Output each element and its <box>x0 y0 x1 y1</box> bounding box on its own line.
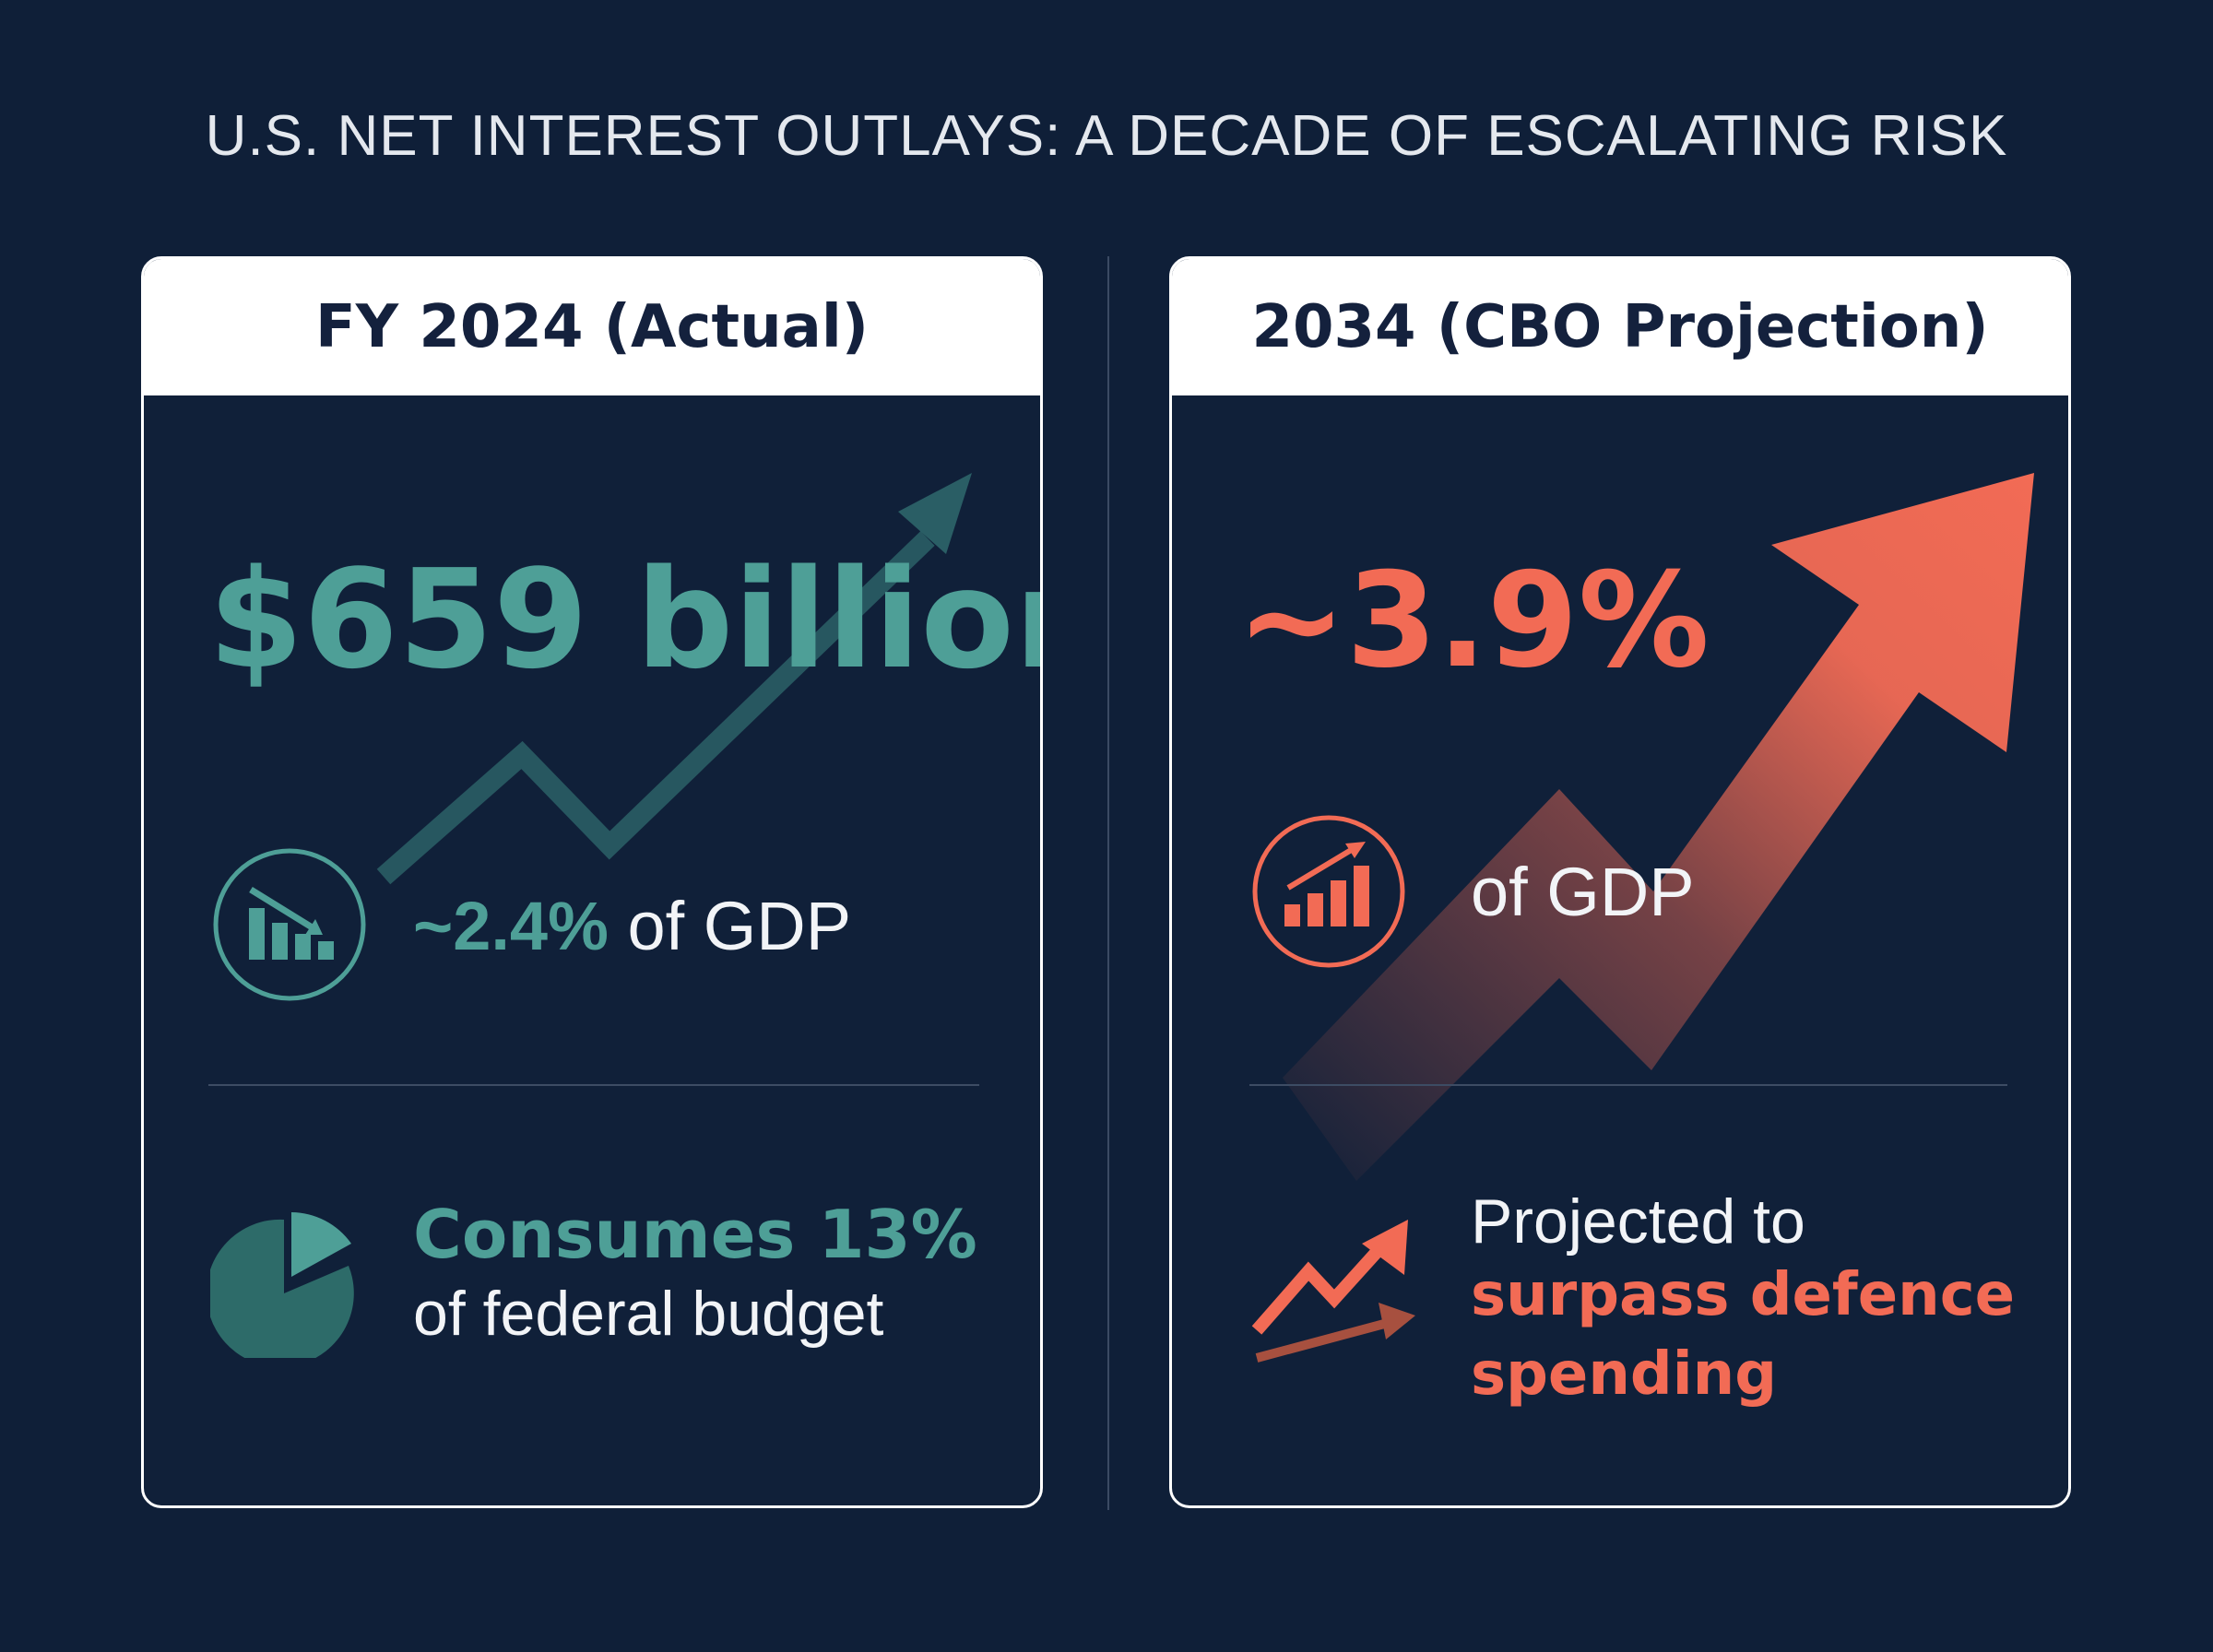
fy2024-row-divider <box>208 1084 979 1086</box>
projection-card-header: 2034 (CBO Projection) <box>1172 259 2068 395</box>
fy2024-card: FY 2024 (Actual) $659 billion ~2.4% of G… <box>141 256 1043 1508</box>
fy2024-headline: $659 billion <box>208 540 1043 699</box>
projection-defence-intro: Projected to <box>1471 1186 1805 1257</box>
pie-chart-icon <box>210 1212 354 1358</box>
page-title: U.S. NET INTEREST OUTLAYS: A DECADE OF E… <box>205 104 2008 168</box>
center-divider <box>1107 256 1109 1510</box>
projection-defence-line1: surpass defence <box>1471 1261 2016 1329</box>
bar-chart-icon <box>213 848 366 1001</box>
fy2024-card-title: FY 2024 (Actual) <box>315 293 869 361</box>
fy2024-budget-highlight: Consumes 13% <box>413 1196 977 1273</box>
fy2024-gdp-line: ~2.4% of GDP <box>413 892 851 961</box>
big-rising-arrow-icon <box>1283 473 2034 1181</box>
fy2024-card-header: FY 2024 (Actual) <box>144 259 1040 395</box>
trend-arrow-icon <box>376 473 972 885</box>
projection-row-divider <box>1249 1084 2007 1086</box>
projection-gdp-suffix: of GDP <box>1471 854 1695 930</box>
rising-bar-chart-icon <box>1252 815 1405 968</box>
projection-card: 2034 (CBO Projection) ~3.9% of GDP Proj <box>1169 256 2071 1508</box>
fy2024-gdp-suffix: of GDP <box>627 888 852 964</box>
fy2024-budget-text: of federal budget <box>413 1279 884 1349</box>
fy2024-gdp-value: ~2.4% <box>413 888 609 964</box>
projection-headline: ~3.9% <box>1237 545 1710 697</box>
projection-card-title: 2034 (CBO Projection) <box>1251 293 1989 361</box>
projection-defence-line2: spending <box>1471 1340 1777 1409</box>
trend-arrows-icon <box>1251 1220 1415 1363</box>
